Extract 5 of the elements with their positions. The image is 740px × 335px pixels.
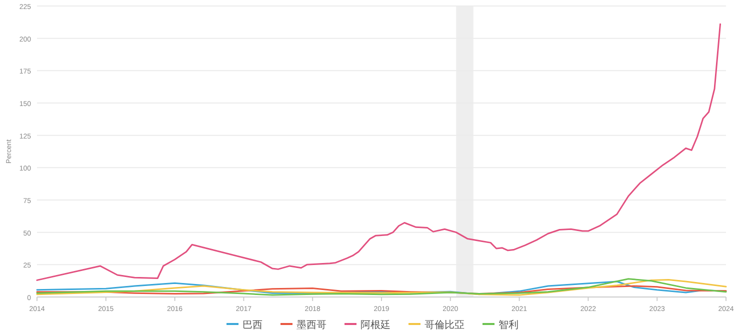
legend-label: 墨西哥 [296,320,326,331]
legend-label: 阿根廷 [360,319,390,331]
legend-label: 哥倫比亞 [424,319,464,331]
legend-label: 巴西 [242,320,262,331]
legend-label: 智利 [498,319,518,331]
